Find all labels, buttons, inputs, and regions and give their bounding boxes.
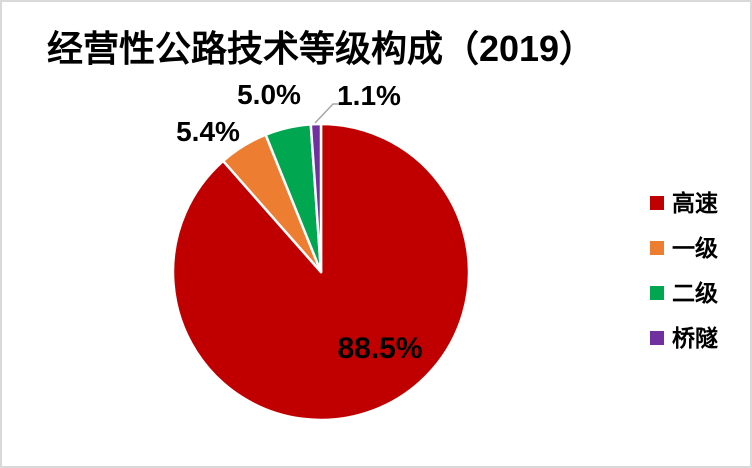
legend-label-second-class: 二级 [672,279,718,306]
legend-item-bridge-tunnel: 桥隧 [650,323,718,353]
data-label-second-class: 5.0% [237,79,301,110]
data-label-bridge-tunnel: 1.1% [337,80,401,111]
chart-title: 经营性公路技术等级构成（2019） [46,28,596,69]
data-label-expressway: 88.5% [337,332,423,365]
legend-swatch-first-class [650,241,664,255]
legend-item-first-class: 一级 [650,233,718,263]
pie-slices [171,122,471,422]
legend-swatch-bridge-tunnel [650,331,664,345]
legend-label-bridge-tunnel: 桥隧 [672,324,718,351]
legend-label-first-class: 一级 [672,234,718,261]
legend-label-expressway: 高速 [672,189,718,216]
legend-item-expressway: 高速 [650,188,718,218]
legend-swatch-second-class [650,286,664,300]
legend-swatch-expressway [650,196,664,210]
leader-line-bridge-tunnel [314,103,345,124]
data-label-first-class: 5.4% [176,116,240,147]
legend: 高速 一级 二级 桥隧 [650,188,718,353]
pie-slice-bridge-tunnel [309,122,323,274]
legend-item-second-class: 二级 [650,278,718,308]
